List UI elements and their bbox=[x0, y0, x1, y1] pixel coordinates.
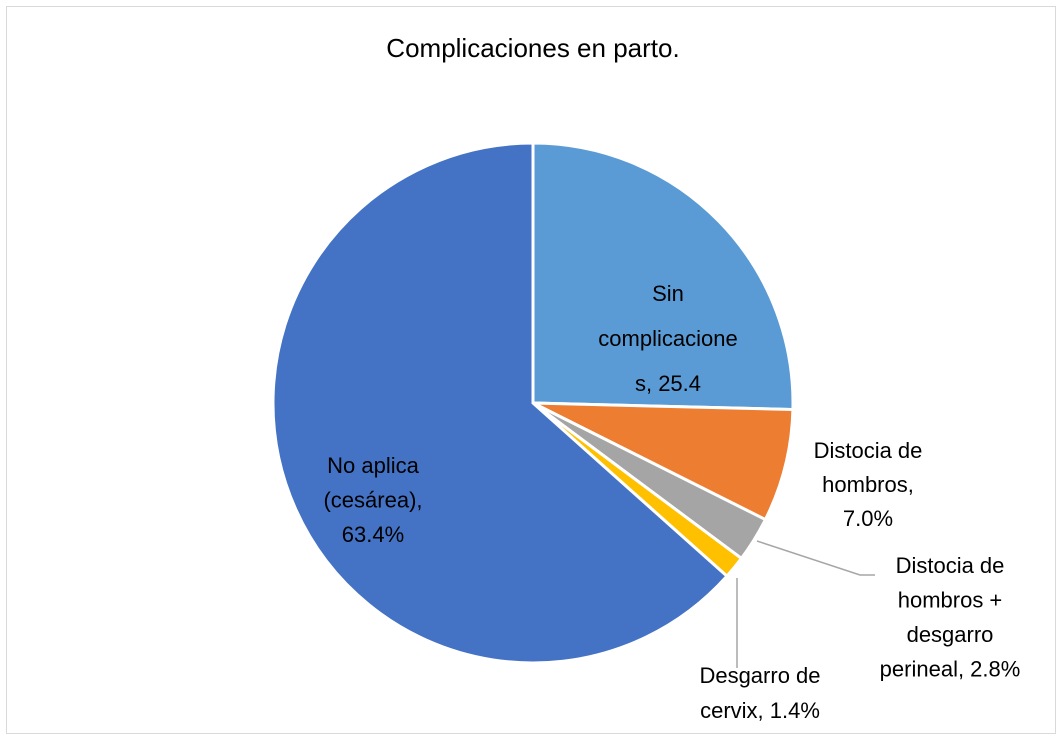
data-label: complicacione bbox=[598, 326, 737, 351]
pie-slice bbox=[531, 141, 795, 412]
data-label: No aplica bbox=[327, 453, 419, 478]
data-label: perineal, 2.8% bbox=[880, 656, 1021, 681]
data-label: (cesárea), bbox=[323, 487, 422, 512]
data-label: Sin bbox=[652, 281, 684, 306]
data-label: hombros, bbox=[822, 472, 914, 497]
pie-slice bbox=[271, 141, 730, 665]
data-label: Desgarro de bbox=[699, 663, 820, 688]
leader-line bbox=[756, 540, 875, 576]
chart-title: Complicaciones en parto. bbox=[386, 33, 679, 63]
data-label: desgarro bbox=[907, 622, 994, 647]
pie-slice bbox=[532, 401, 795, 522]
data-label: 63.4% bbox=[342, 522, 404, 547]
data-label: hombros + bbox=[898, 587, 1003, 612]
data-label: 7.0% bbox=[843, 506, 893, 531]
data-label: cervix, 1.4% bbox=[700, 698, 820, 723]
data-label: s, 25.4 bbox=[635, 371, 701, 396]
data-label: Distocia de bbox=[814, 438, 923, 463]
data-label: Distocia de bbox=[896, 553, 1005, 578]
